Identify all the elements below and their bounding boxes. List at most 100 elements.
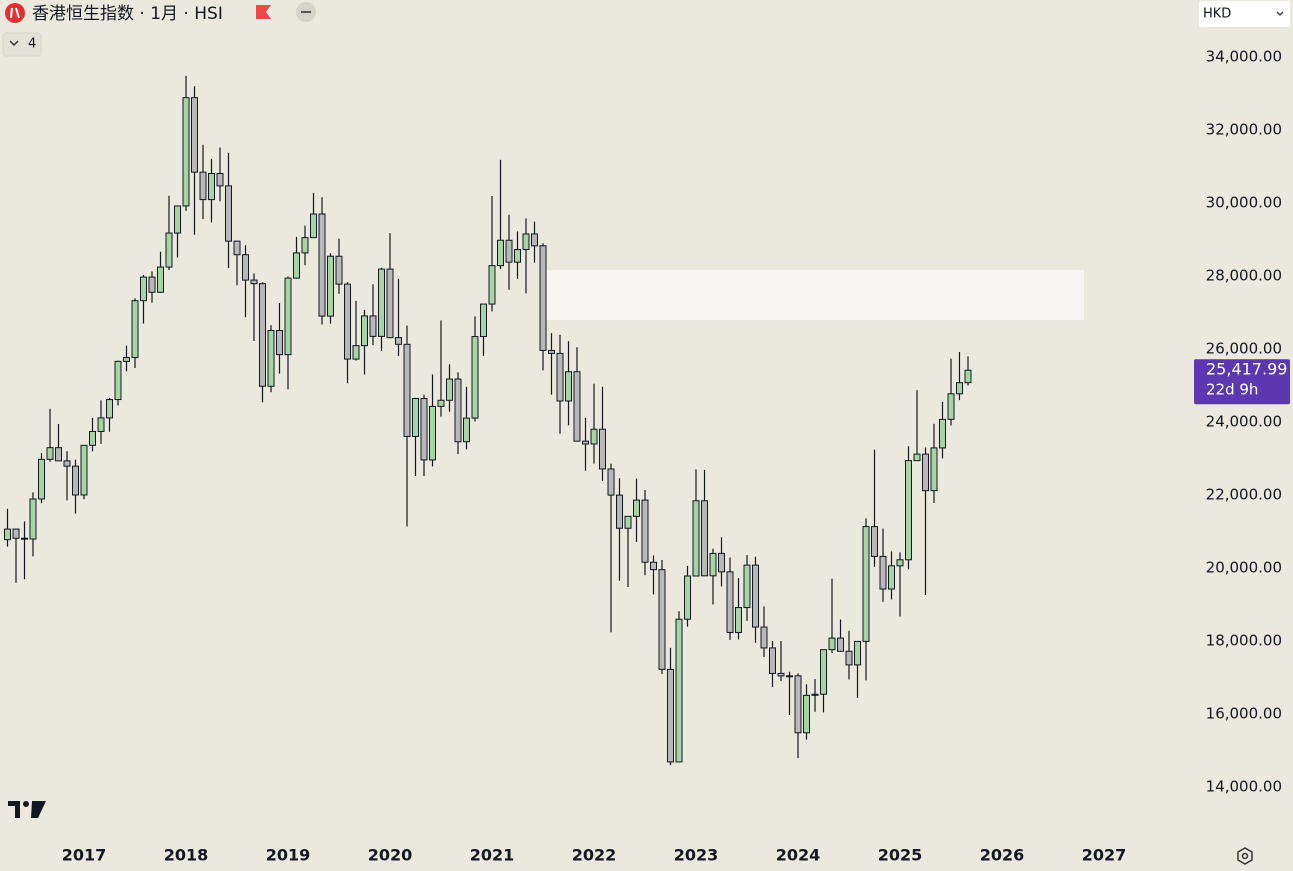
candle-body: [497, 239, 504, 267]
candle-body: [38, 458, 45, 500]
candle-body: [327, 255, 334, 317]
candle-body: [837, 637, 844, 652]
candle-body: [165, 232, 173, 268]
candle-body: [913, 453, 921, 462]
candle-body: [505, 239, 513, 263]
candle-body: [556, 352, 564, 402]
tv-logo: [8, 801, 46, 818]
candle-body: [471, 336, 479, 419]
candle-body: [786, 675, 793, 678]
candle-body: [905, 460, 912, 561]
chart-title: 香港恒生指数 · 1月 · HSI: [32, 4, 223, 24]
candle-body: [590, 428, 598, 445]
candle-body: [735, 607, 742, 633]
x-tick-label: 2024: [776, 846, 821, 865]
candle-body: [318, 213, 326, 317]
candle-body: [845, 650, 853, 666]
candle-body: [284, 277, 292, 356]
symbol-icon-glyph: [10, 7, 20, 19]
chevron-icon: [9, 40, 19, 47]
candle-body: [97, 417, 105, 432]
candle-body: [106, 399, 113, 419]
candle-body: [157, 266, 164, 293]
candle-body: [811, 693, 819, 696]
candle-body: [522, 233, 530, 251]
candle-body: [641, 499, 649, 563]
symbol-icon: [5, 3, 25, 23]
y-tick-label: 26,000.00: [1206, 340, 1282, 358]
candle-body: [726, 571, 734, 633]
candle-body: [412, 398, 419, 437]
candle-body: [361, 315, 368, 347]
candle-body: [131, 300, 139, 359]
candle-body: [191, 97, 198, 173]
candle-body: [174, 205, 181, 234]
candle-body: [182, 97, 190, 207]
candle-body: [446, 378, 453, 401]
y-tick-label: 30,000.00: [1206, 194, 1282, 212]
candle-body: [403, 343, 411, 437]
y-tick-label: 16,000.00: [1206, 705, 1282, 723]
candle-body: [352, 345, 360, 360]
candle-body: [607, 468, 615, 496]
candle-body: [701, 500, 708, 577]
y-tick-label: 20,000.00: [1206, 559, 1282, 577]
candle-body: [794, 675, 802, 734]
candle-body: [769, 647, 776, 674]
candle-body: [650, 561, 657, 571]
candle-body: [225, 185, 232, 242]
candle-body: [21, 537, 28, 540]
candle-body: [454, 378, 462, 443]
select-chevron: [1276, 11, 1284, 16]
candle-body: [947, 393, 955, 420]
x-tick-label: 2020: [368, 846, 413, 865]
candle-body: [896, 559, 904, 567]
indicator-toggle[interactable]: [2, 32, 42, 57]
currency-select[interactable]: [1199, 1, 1290, 27]
candle-body: [692, 500, 700, 577]
candle-body: [29, 498, 37, 540]
candle-body: [599, 428, 606, 470]
candle-body: [335, 255, 343, 285]
y-tick-label: 22,000.00: [1206, 486, 1282, 504]
price-tag: [1194, 359, 1290, 405]
candle-body: [242, 254, 249, 281]
candle-body: [777, 672, 785, 677]
x-tick-label: 2017: [62, 846, 107, 865]
candle-body: [429, 405, 436, 461]
candle-body: [879, 555, 887, 590]
settings-icon[interactable]: [1237, 847, 1253, 865]
candle-body: [565, 371, 572, 402]
candle-body: [12, 528, 20, 539]
candle-body: [828, 637, 836, 651]
candle-body: [233, 240, 241, 256]
candle-body: [752, 564, 759, 628]
candle-body: [743, 564, 751, 609]
candle-body: [46, 447, 54, 460]
candle-body: [488, 265, 496, 305]
candle-body: [267, 329, 275, 387]
y-tick-label: 14,000.00: [1206, 778, 1282, 796]
y-tick-label: 34,000.00: [1206, 48, 1282, 66]
candle-body: [208, 173, 215, 201]
candle-body: [964, 369, 972, 384]
logo-part: [8, 801, 20, 818]
candle-body: [684, 575, 691, 620]
logo-part: [23, 801, 29, 807]
candle-body: [633, 499, 640, 517]
candle-body: [675, 618, 683, 763]
candle-body: [310, 213, 317, 239]
candle-body: [939, 418, 946, 449]
flag-icon[interactable]: [256, 5, 271, 19]
candle-body: [123, 357, 130, 362]
candle-body: [114, 360, 122, 401]
candle-body: [820, 649, 827, 695]
candle-body: [803, 694, 810, 734]
candle-body: [930, 447, 938, 492]
x-tick-label: 2019: [266, 846, 311, 865]
candle-body: [63, 460, 71, 467]
candle-body: [72, 465, 79, 496]
